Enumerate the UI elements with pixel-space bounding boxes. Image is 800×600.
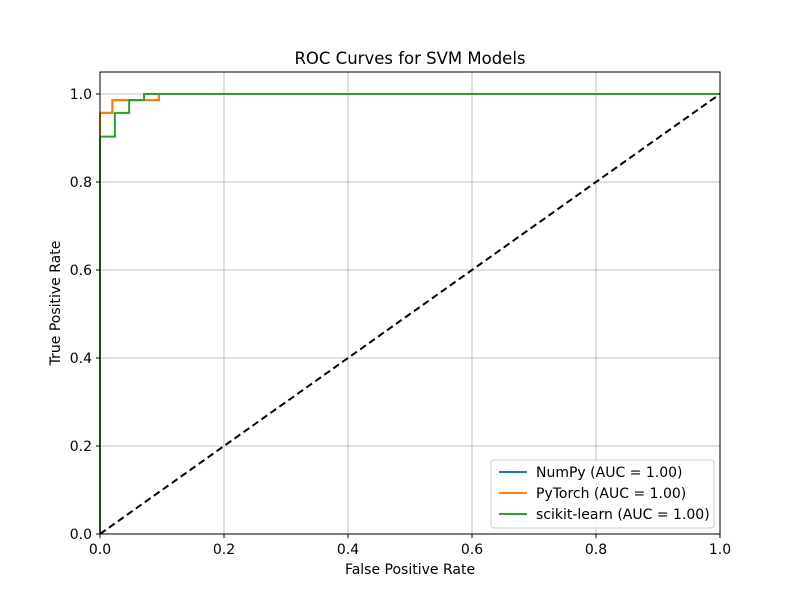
y-tick-label: 0.4	[70, 351, 92, 367]
y-axis-label: True Positive Rate	[48, 241, 64, 367]
legend: NumPy (AUC = 1.00) PyTorch (AUC = 1.00) sc…	[490, 459, 715, 529]
plot-background	[100, 72, 720, 534]
y-tick-label: 1.0	[70, 87, 92, 103]
legend-box	[490, 459, 715, 529]
grid	[99, 72, 721, 535]
plot-frame	[99, 71, 721, 535]
y-tick-label: 0.8	[70, 175, 92, 191]
x-tick-label: 0.8	[585, 542, 607, 558]
x-axis-label: False Positive Rate	[345, 562, 475, 578]
x-tick-label: 0.4	[337, 542, 359, 558]
x-tick-label: 1.0	[709, 542, 731, 558]
y-tick-label: 0.6	[70, 263, 92, 279]
legend-label-0: NumPy (AUC = 1.00)	[536, 465, 683, 481]
legend-label-2: scikit-learn (AUC = 1.00)	[536, 507, 710, 523]
x-tick-label: 0.6	[461, 542, 483, 558]
y-tick-label: 0.2	[70, 439, 92, 455]
axis-ticks: 0.0 0.2 0.4 0.6 0.8 1.0 0.0 0.2 0.4 0.6 0.8 1.0	[70, 87, 731, 558]
legend-label-1: PyTorch (AUC = 1.00)	[536, 486, 686, 502]
x-tick-label: 0.0	[89, 542, 111, 558]
reference-diagonal-line	[99, 93, 721, 535]
y-tick-label: 0.0	[70, 527, 92, 543]
x-tick-label: 0.2	[213, 542, 235, 558]
chart-title: ROC Curves for SVM Models	[294, 49, 525, 68]
series-line-2	[99, 93, 720, 534]
